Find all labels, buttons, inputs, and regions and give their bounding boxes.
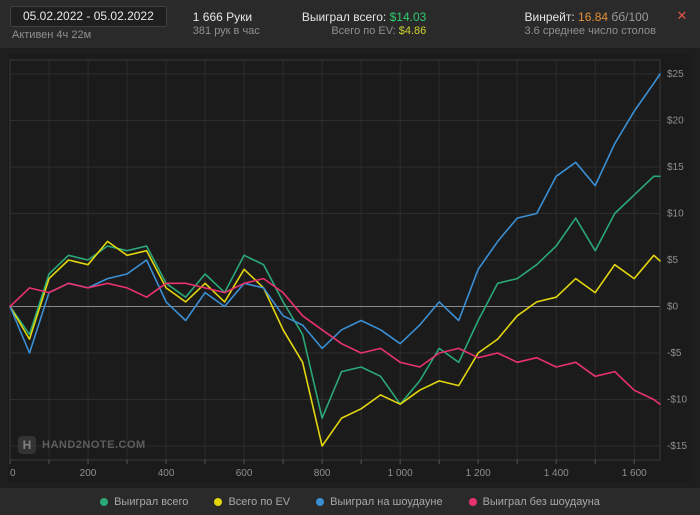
- y-axis-tick-label: $10: [667, 208, 684, 219]
- hands-count: 1 666 Руки: [192, 9, 253, 24]
- hands-stats-block: 1 666 Руки 381 рук в час: [193, 10, 260, 39]
- hand2note-logo-icon: H: [18, 436, 36, 454]
- y-axis-tick-label: $15: [667, 162, 684, 173]
- winrate-unit: бб/100: [611, 9, 649, 24]
- y-axis-tick-label: $25: [667, 69, 684, 80]
- active-time-label: Активен 4ч 22м: [12, 28, 92, 41]
- x-axis-tick-label: 600: [236, 468, 253, 479]
- legend-dot-won-total: [100, 497, 109, 506]
- hand2note-logo-text: HAND2NOTE.COM: [42, 439, 146, 451]
- legend-item-ev-total[interactable]: Всего по EV: [214, 496, 290, 508]
- series-line-won-nonshowdown: [9, 277, 661, 406]
- legend-dot-won-nonshowdown: [468, 497, 477, 506]
- y-axis-tick-label: $20: [667, 115, 684, 126]
- session-info-block: 05.02.2022 - 05.02.2022 Активен 4ч 22м: [10, 5, 167, 43]
- x-axis-tick-label: 1 200: [466, 468, 491, 479]
- x-axis-tick-label: 800: [314, 468, 331, 479]
- legend-label-won-showdown: Выиграл на шоудауне: [330, 495, 443, 508]
- legend-label-won-total: Выиграл всего: [114, 495, 189, 508]
- ev-total-label: Всего по EV:: [331, 24, 396, 37]
- x-axis-tick-label: 1 400: [544, 468, 569, 479]
- y-axis-tick-label: $5: [667, 255, 679, 266]
- hands-per-hour: 381 рук в час: [192, 24, 260, 37]
- won-total-label: Выиграл всего:: [301, 9, 387, 24]
- series-line-ev-total: [9, 240, 661, 447]
- winrate-value: 16.84: [578, 9, 609, 24]
- legend-dot-ev-total: [214, 497, 223, 506]
- chart-legend: Выиграл всего Всего по EV Выиграл на шоуда…: [0, 488, 700, 515]
- series-line-won-total: [9, 175, 661, 419]
- winnings-graph[interactable]: $25 $20 $15 $10 $5 $0 -$5 -$10 -$15 0 200 400 600 800…: [8, 54, 692, 482]
- avg-tables-label: 3.6 среднее число столов: [524, 24, 656, 37]
- legend-item-won-total[interactable]: Выиграл всего: [100, 496, 188, 508]
- won-total-value: $14.03: [389, 9, 427, 24]
- y-axis-tick-label: -$15: [667, 441, 687, 452]
- y-axis-tick-label: $0: [667, 302, 679, 313]
- x-axis-tick-label: 200: [80, 468, 97, 479]
- y-axis-tick-label: -$10: [667, 395, 687, 406]
- header-bar: 05.02.2022 - 05.02.2022 Активен 4ч 22м 1…: [0, 0, 700, 48]
- x-axis-tick-label: 0: [10, 468, 16, 479]
- hand2note-logo: H HAND2NOTE.COM: [18, 436, 146, 454]
- ev-total-value: $4.86: [398, 24, 427, 37]
- legend-label-ev-total: Всего по EV: [228, 495, 291, 508]
- winrate-stats-block: Винрейт: 16.84 бб/100 3.6 среднее число …: [524, 10, 656, 39]
- x-axis-tick-label: 400: [158, 468, 175, 479]
- legend-item-won-nonshowdown[interactable]: Выиграл без шоудауна: [468, 495, 600, 508]
- x-axis-tick-label: 1 600: [622, 468, 647, 479]
- winnings-stats-block: Выиграл всего: $14.03 Всего по EV: $4.86: [302, 10, 426, 39]
- close-button[interactable]: ✕: [676, 8, 688, 23]
- chart-area: $25 $20 $15 $10 $5 $0 -$5 -$10 -$15 0 200 400 600 800…: [8, 54, 692, 482]
- x-axis-tick-label: 1 000: [388, 468, 413, 479]
- date-range-selector[interactable]: 05.02.2022 - 05.02.2022: [10, 5, 167, 27]
- legend-item-won-showdown[interactable]: Выиграл на шоудауне: [316, 495, 443, 508]
- series-line-won-showdown: [9, 73, 661, 354]
- legend-label-won-nonshowdown: Выиграл без шоудауна: [482, 495, 600, 508]
- y-axis-tick-label: -$5: [667, 348, 682, 359]
- winrate-label: Винрейт:: [524, 9, 575, 24]
- legend-dot-won-showdown: [316, 497, 325, 506]
